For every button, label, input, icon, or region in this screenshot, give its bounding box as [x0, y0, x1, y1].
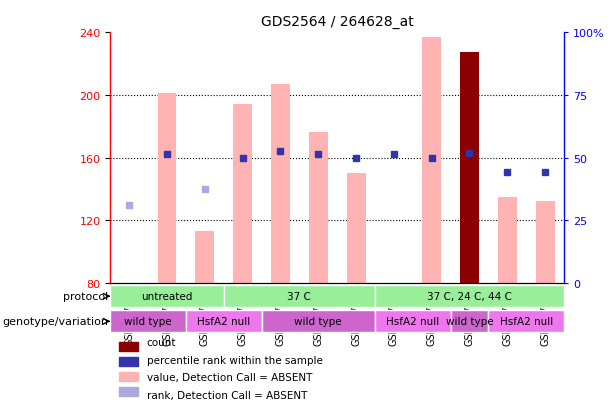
Bar: [233, 105, 252, 283]
Text: 37 C, 24 C, 44 C: 37 C, 24 C, 44 C: [427, 292, 512, 301]
FancyBboxPatch shape: [110, 286, 224, 307]
FancyBboxPatch shape: [186, 311, 262, 332]
Text: wild type: wild type: [446, 316, 493, 327]
Bar: [271, 85, 290, 283]
FancyBboxPatch shape: [224, 286, 375, 307]
Text: percentile rank within the sample: percentile rank within the sample: [147, 355, 322, 365]
Bar: [120, 387, 137, 396]
Bar: [346, 174, 365, 283]
Text: HsfA2 null: HsfA2 null: [500, 316, 553, 327]
Bar: [498, 197, 517, 283]
Text: 37 C: 37 C: [287, 292, 311, 301]
Bar: [158, 94, 177, 283]
Text: HsfA2 null: HsfA2 null: [197, 316, 250, 327]
Text: untreated: untreated: [142, 292, 192, 301]
Bar: [422, 38, 441, 283]
FancyBboxPatch shape: [489, 311, 564, 332]
Text: wild type: wild type: [294, 316, 342, 327]
Bar: [536, 202, 555, 283]
Bar: [460, 53, 479, 283]
Text: value, Detection Call = ABSENT: value, Detection Call = ABSENT: [147, 373, 312, 382]
FancyBboxPatch shape: [451, 311, 489, 332]
Bar: [120, 357, 137, 366]
FancyBboxPatch shape: [262, 311, 375, 332]
FancyBboxPatch shape: [375, 311, 451, 332]
Bar: [309, 133, 328, 283]
Text: genotype/variation: genotype/variation: [2, 316, 109, 327]
Text: protocol: protocol: [63, 292, 109, 301]
Bar: [120, 342, 137, 351]
Title: GDS2564 / 264628_at: GDS2564 / 264628_at: [261, 15, 414, 29]
FancyBboxPatch shape: [375, 286, 564, 307]
FancyBboxPatch shape: [110, 311, 186, 332]
Text: wild type: wild type: [124, 316, 172, 327]
Text: HsfA2 null: HsfA2 null: [386, 316, 440, 327]
Text: rank, Detection Call = ABSENT: rank, Detection Call = ABSENT: [147, 390, 307, 401]
Bar: [120, 372, 137, 381]
Text: count: count: [147, 337, 176, 347]
Bar: [196, 232, 215, 283]
